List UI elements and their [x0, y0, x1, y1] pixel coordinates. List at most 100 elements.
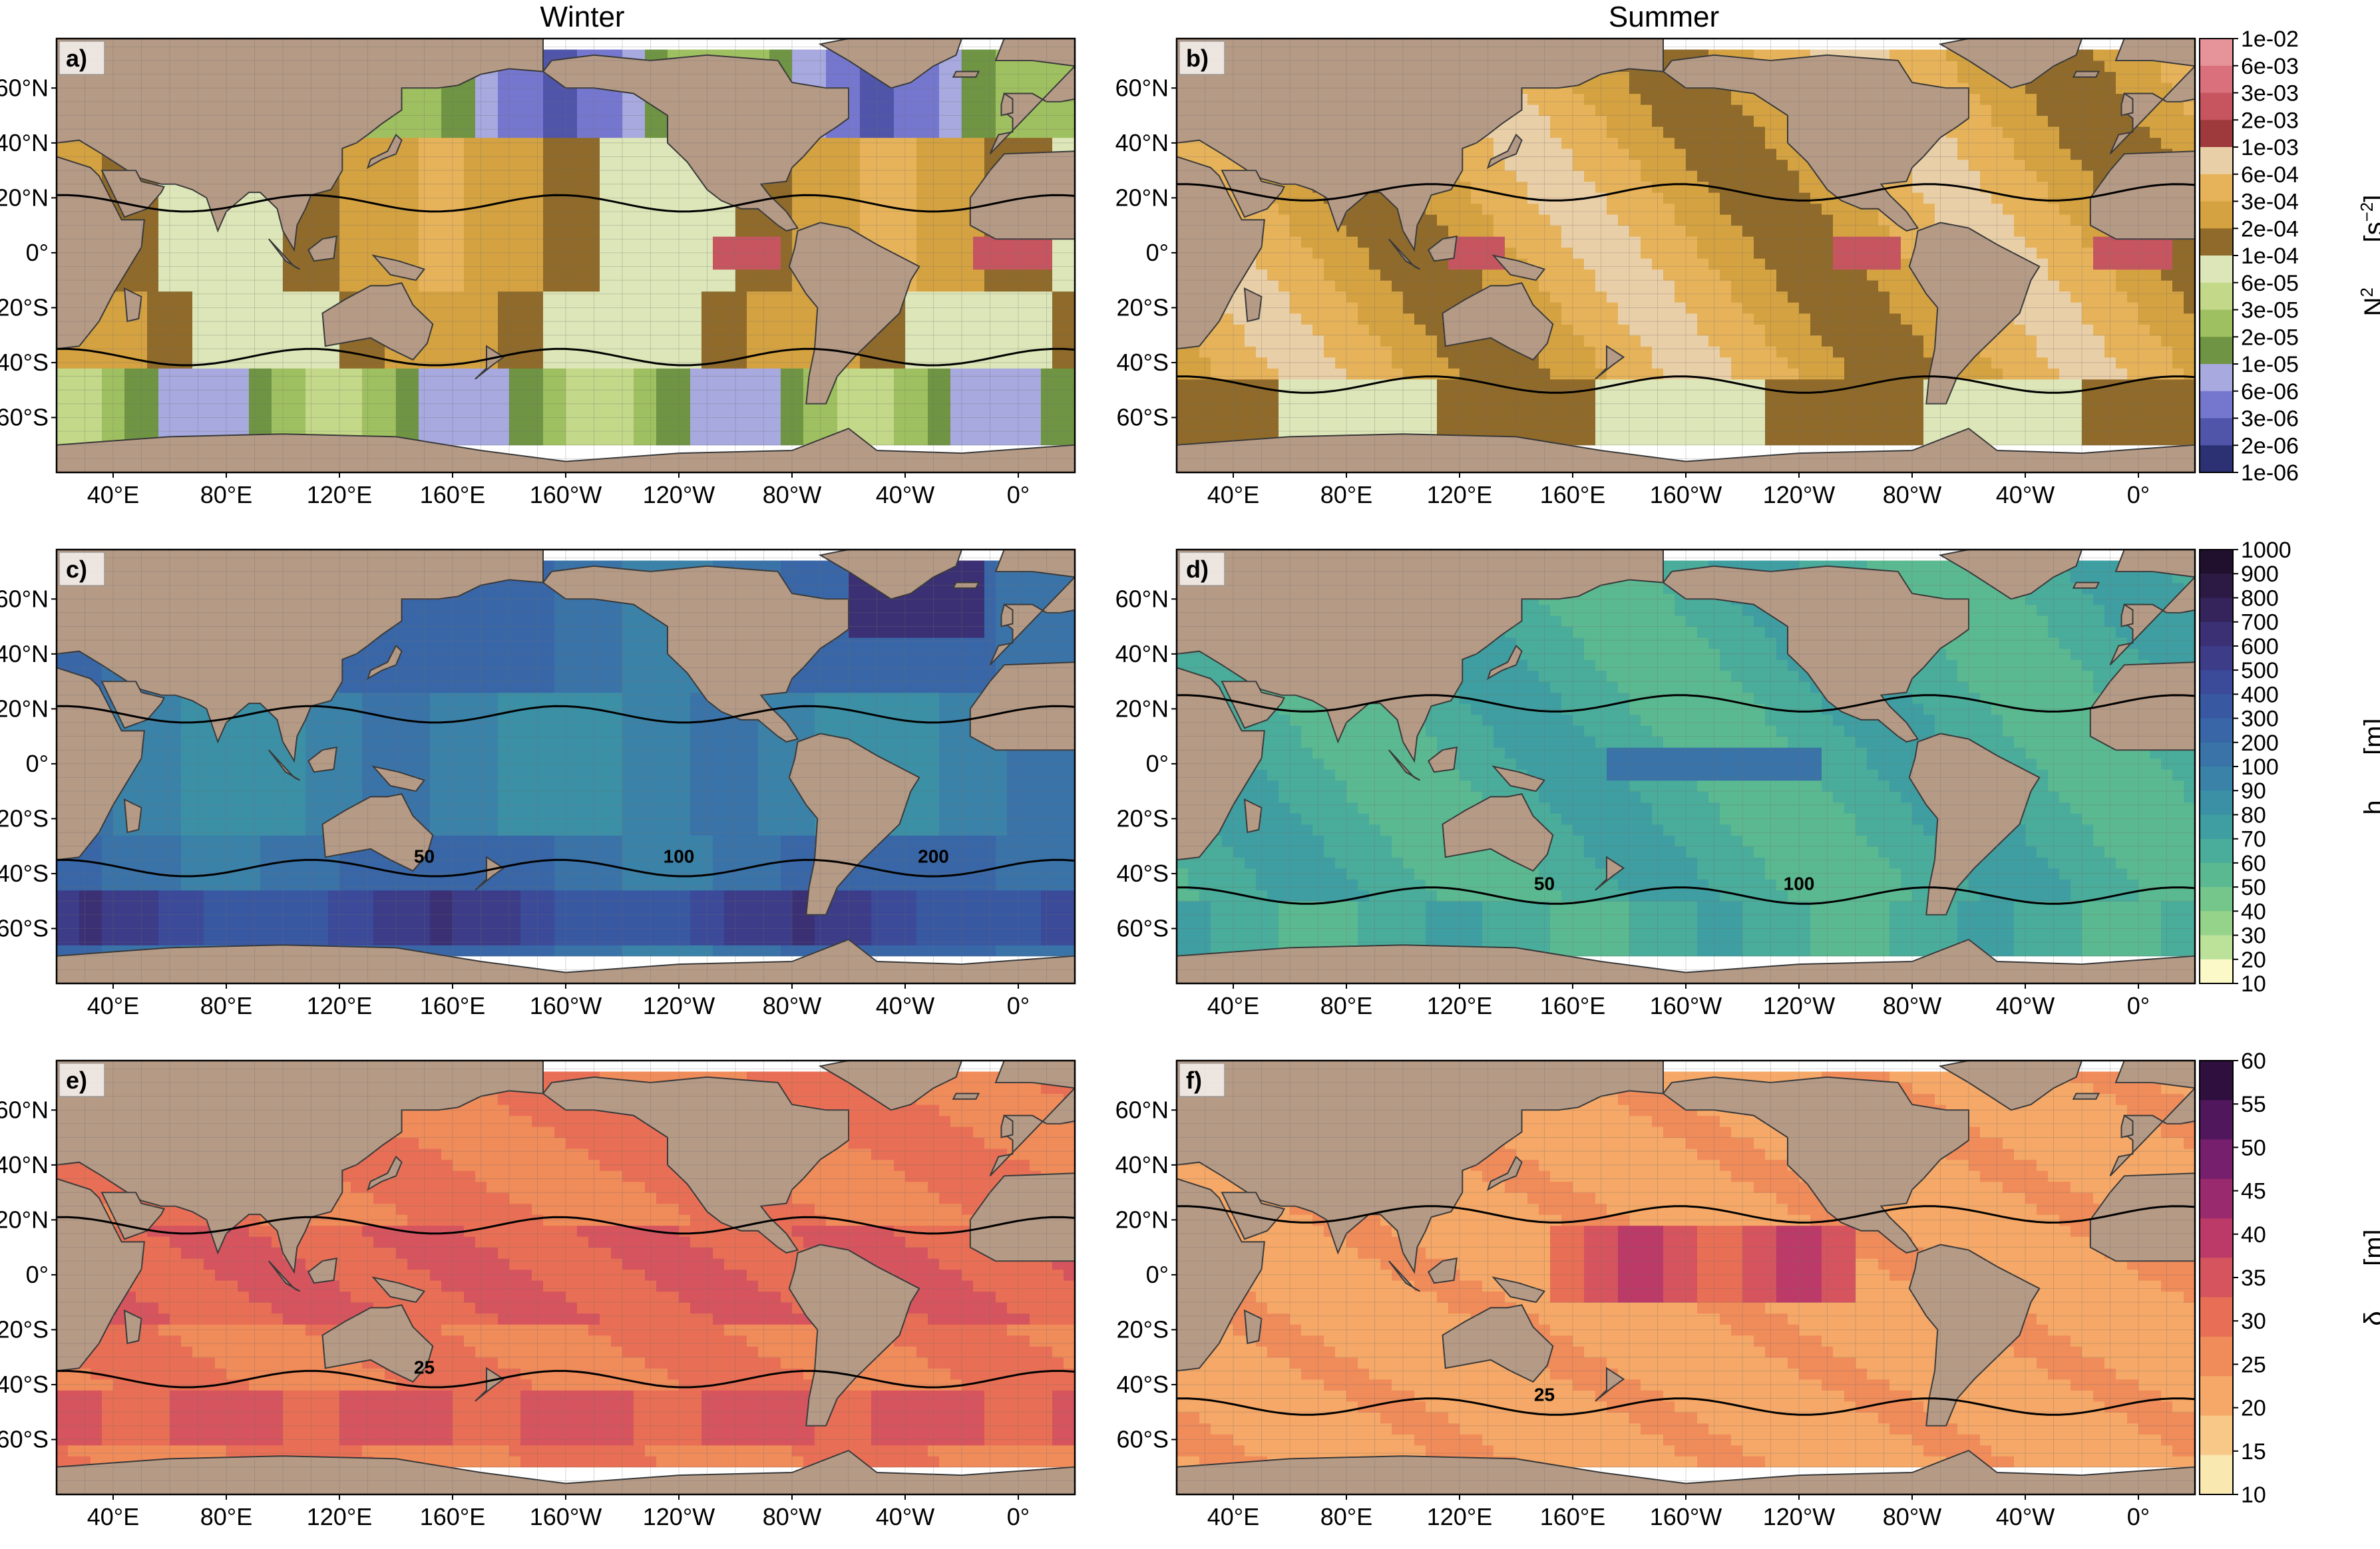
field-cell [1641, 401, 1653, 413]
field-cell [362, 379, 374, 391]
field-cell [1052, 412, 1064, 424]
field-cell [1595, 291, 1607, 303]
field-cell [554, 412, 566, 424]
field-cell [758, 412, 770, 424]
field-cell [181, 291, 193, 303]
field-cell [1505, 390, 1517, 402]
field-cell [950, 291, 962, 303]
field-cell [249, 390, 261, 402]
field-cell [283, 291, 295, 303]
field-cell [1561, 434, 1573, 446]
field-cell [79, 412, 91, 424]
field-cell [1188, 401, 1200, 413]
field-cell [226, 335, 238, 347]
field-cell [204, 214, 216, 226]
field-cell [373, 390, 385, 402]
field-cell [1007, 313, 1019, 325]
field-cell [973, 137, 985, 149]
field-cell [509, 379, 521, 391]
field-cell [79, 379, 91, 391]
field-cell [1505, 412, 1517, 424]
field-cell [600, 115, 612, 127]
field-cell [1618, 93, 1630, 105]
field-cell [1403, 291, 1415, 303]
field-cell [1041, 71, 1053, 83]
field-cell [577, 313, 589, 325]
field-cell [1018, 280, 1030, 292]
field-cell [464, 126, 476, 138]
field-cell [1493, 236, 1505, 248]
field-cell [1550, 335, 1562, 347]
field-cell [453, 324, 465, 336]
field-cell [984, 61, 996, 73]
field-cell [792, 412, 804, 424]
field-cell [181, 401, 193, 413]
field-cell [1607, 258, 1619, 270]
field-cell [1584, 434, 1596, 446]
field-cell [1561, 203, 1573, 215]
field-cell [1312, 423, 1324, 434]
field-cell [1675, 104, 1686, 116]
field-cell [905, 434, 917, 446]
field-cell [566, 247, 578, 259]
field-cell [1527, 93, 1539, 105]
field-cell [894, 115, 906, 127]
field-cell [475, 390, 487, 402]
field-cell [962, 104, 974, 116]
field-cell [645, 49, 657, 61]
field-cell [419, 258, 431, 270]
land [57, 39, 1075, 472]
field-cell [792, 324, 804, 336]
field-cell [1550, 203, 1562, 215]
field-cell [1335, 335, 1347, 347]
field-cell [475, 324, 487, 336]
field-cell [1267, 379, 1279, 391]
field-cell [1199, 346, 1211, 358]
field-cell [1222, 368, 1234, 380]
field-cell [407, 390, 419, 402]
field-cell [645, 423, 657, 434]
field-cell [407, 368, 419, 380]
field-cell [1279, 280, 1290, 292]
field-cell [1041, 423, 1053, 434]
field-cell [430, 280, 442, 292]
field-cell [147, 401, 159, 413]
field-cell [984, 247, 996, 259]
field-cell [1335, 368, 1347, 380]
field-cell [928, 148, 940, 160]
field-cell [973, 313, 985, 325]
field-cell [260, 324, 272, 336]
field-cell [351, 379, 363, 391]
field-cell [1279, 236, 1290, 248]
field-cell [475, 434, 487, 446]
field-cell [317, 214, 329, 226]
field-cell [1018, 368, 1030, 380]
field-cell [1675, 269, 1686, 281]
field-cell [588, 434, 600, 446]
field-cell [475, 137, 487, 149]
field-cell [645, 401, 657, 413]
field-cell [916, 280, 928, 292]
field-cell [1324, 390, 1336, 402]
field-cell [554, 302, 566, 314]
field-cell [283, 401, 295, 413]
field-cell [498, 368, 510, 380]
field-cell [713, 412, 725, 424]
field-cell [1618, 203, 1630, 215]
field-cell [554, 324, 566, 336]
field-cell [1414, 335, 1426, 347]
field-cell [1675, 346, 1686, 358]
field-cell [792, 61, 804, 73]
field-cell [600, 214, 612, 226]
field-cell [1007, 71, 1019, 83]
field-cell [1663, 302, 1675, 314]
field-cell [1663, 159, 1675, 171]
field-cell [226, 269, 238, 281]
field-cell [1471, 247, 1483, 259]
field-cell [1324, 379, 1336, 391]
field-cell [1471, 236, 1483, 248]
field-cell [1573, 214, 1585, 226]
field-cell [656, 390, 668, 402]
field-cell [1550, 181, 1562, 193]
field-cell [1652, 335, 1664, 347]
